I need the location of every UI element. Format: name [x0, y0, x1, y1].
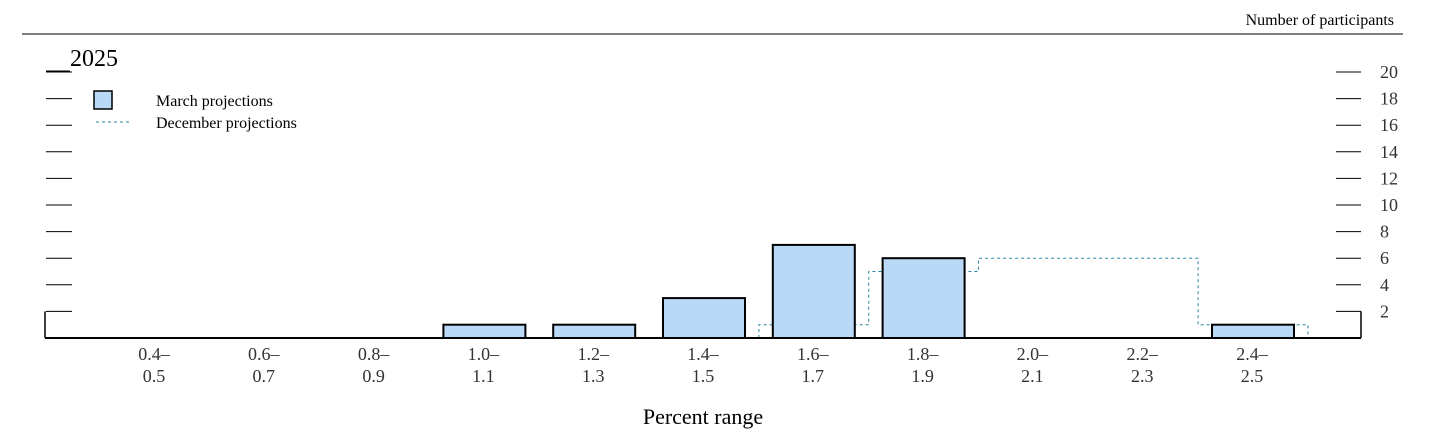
bar-march-2.4–2.5	[1211, 323, 1295, 340]
x-tick-label-bottom: 2.3	[1131, 366, 1154, 386]
bar-march-1.0–1.1	[442, 323, 527, 340]
x-tick-label-top: 1.0–	[468, 344, 501, 364]
x-tick-label-top: 2.2–	[1126, 344, 1159, 364]
y-tick-label: 8	[1380, 222, 1389, 242]
legend-december-label: December projections	[156, 115, 297, 132]
legend-march-label: March projections	[156, 93, 273, 110]
x-tick-label-top: 1.2–	[577, 344, 610, 364]
x-tick-label-top: 0.4–	[138, 344, 171, 364]
x-tick-label-top: 1.6–	[797, 344, 830, 364]
x-tick-label-top: 0.6–	[248, 344, 281, 364]
y-tick-label: 12	[1380, 168, 1398, 188]
x-tick-label-top: 2.0–	[1017, 344, 1050, 364]
tick-group: 2 4 6 8 10 12 14 16 18 20	[44, 62, 1398, 338]
x-tick-label-bottom: 0.5	[143, 366, 166, 386]
x-tick-label-bottom: 1.3	[582, 366, 605, 386]
x-tick-label-top: 2.4–	[1236, 344, 1269, 364]
x-tick-label-bottom: 1.9	[911, 366, 934, 386]
y-tick-label: 16	[1380, 115, 1398, 135]
legend: March projections December projections	[93, 90, 297, 132]
y-tick-label: 18	[1380, 89, 1398, 109]
x-tick-label-bottom: 0.9	[362, 366, 385, 386]
x-tick-label-bottom: 2.5	[1241, 366, 1264, 386]
x-tick-label-bottom: 1.7	[802, 366, 825, 386]
x-tick-label-top: 1.4–	[687, 344, 720, 364]
x-tick-label-top: 1.8–	[907, 344, 940, 364]
bar-march-1.6–1.7	[771, 243, 856, 339]
x-tick-label-bottom: 1.1	[472, 366, 495, 386]
x-tick-label-bottom: 1.5	[692, 366, 715, 386]
y-axis-label: Number of participants	[1246, 12, 1394, 29]
x-tick-label-top: 0.8–	[358, 344, 391, 364]
y-tick-label: 2	[1380, 301, 1389, 321]
x-axis-label: Percent range	[643, 404, 763, 429]
legend-march-swatch	[93, 90, 113, 110]
y-tick-label: 10	[1380, 195, 1398, 215]
bar-march-1.2–1.3	[552, 323, 637, 340]
bar-march-1.4–1.5	[662, 297, 746, 340]
bar-march-1.8–1.9	[881, 257, 966, 340]
chart-title: 2025	[70, 46, 118, 72]
y-tick-label: 14	[1380, 142, 1398, 162]
x-tick-label-bottom: 2.1	[1021, 366, 1044, 386]
y-tick-label: 6	[1380, 248, 1389, 268]
y-tick-label: 4	[1380, 275, 1389, 295]
y-tick-label: 20	[1380, 62, 1398, 82]
march-series	[442, 243, 1295, 340]
x-tick-label-bottom: 0.7	[253, 366, 276, 386]
x-tick-labels: 0.4–0.50.6–0.70.8–0.91.0–1.11.2–1.31.4–1…	[138, 344, 1269, 386]
